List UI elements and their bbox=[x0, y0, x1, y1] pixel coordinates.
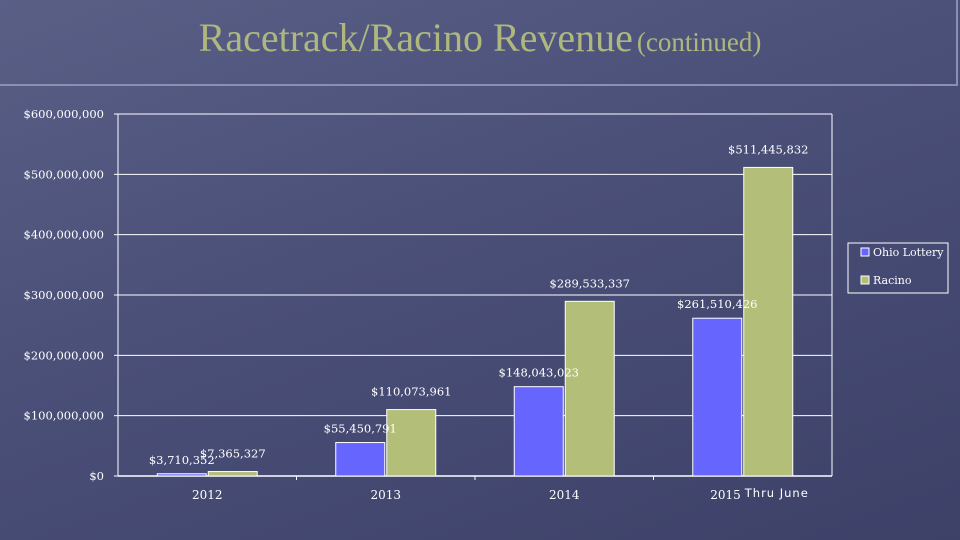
title-main: Racetrack/Racino Revenue bbox=[198, 15, 633, 60]
bar-ohio-lottery bbox=[156, 473, 207, 477]
data-label-ohio-lottery: $261,510,426 bbox=[677, 297, 757, 311]
y-tick-label: $100,000,000 bbox=[24, 409, 104, 423]
legend-label: Ohio Lottery bbox=[873, 246, 944, 259]
bar-ohio-lottery bbox=[692, 317, 743, 477]
bar-racino bbox=[207, 471, 258, 477]
x-tick-label: 2012 bbox=[192, 488, 223, 502]
data-label-ohio-lottery: $148,043,023 bbox=[499, 366, 579, 380]
title-band bbox=[0, 0, 958, 86]
legend-label: Racino bbox=[873, 274, 912, 287]
x-tick-label: 2015 bbox=[710, 488, 741, 502]
bar-racino bbox=[564, 300, 615, 477]
y-tick-label: $600,000,000 bbox=[24, 107, 104, 121]
y-tick-label: $300,000,000 bbox=[24, 288, 104, 302]
gridlines bbox=[118, 113, 833, 476]
data-labels: $3,710,352$7,365,327 $55,450,791 $110,073,… bbox=[149, 142, 809, 466]
data-label-ohio-lottery: $3,710,352 bbox=[149, 453, 215, 467]
y-tick-label: $400,000,000 bbox=[24, 228, 104, 242]
page-title: Racetrack/Racino Revenue (continued) bbox=[0, 14, 960, 61]
legend-swatch bbox=[860, 275, 870, 285]
data-label-racino: $7,365,327 bbox=[200, 447, 266, 461]
bar-ohio-lottery bbox=[513, 386, 564, 477]
bar-racino bbox=[743, 166, 794, 477]
x-tick-label-suffix: Thru June bbox=[744, 486, 809, 500]
data-label-ohio-lottery: $55,450,791 bbox=[324, 422, 397, 436]
title-sub: (continued) bbox=[636, 27, 762, 57]
legend-swatch bbox=[860, 247, 870, 257]
x-tick-label: 2014 bbox=[549, 488, 580, 502]
y-tick-label: $500,000,000 bbox=[24, 167, 104, 181]
legend: Ohio Lottery Racino bbox=[847, 242, 949, 294]
x-tick-label: 2013 bbox=[370, 488, 401, 502]
data-label-racino: $110,073,961 bbox=[371, 385, 451, 399]
bars bbox=[156, 166, 794, 477]
data-label-racino: $511,445,832 bbox=[728, 142, 808, 156]
legend-box bbox=[847, 242, 949, 294]
y-tick-label: $0 bbox=[89, 469, 104, 483]
y-tick-label: $200,000,000 bbox=[24, 348, 104, 362]
bar-ohio-lottery bbox=[335, 442, 386, 477]
data-label-racino: $289,533,337 bbox=[550, 276, 630, 290]
bar-racino bbox=[386, 409, 437, 477]
